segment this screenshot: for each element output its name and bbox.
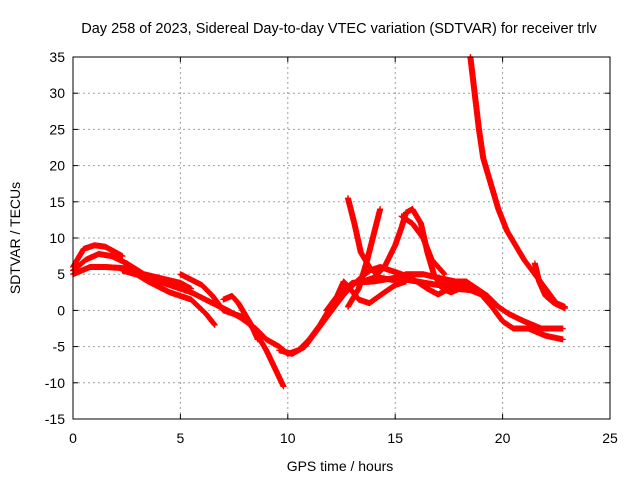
series-track-10 [344,206,384,310]
plot-frame [72,56,611,420]
x-tick-label: 10 [280,430,296,446]
series-track-12 [398,213,448,278]
series-track-15 [531,260,568,312]
x-axis-ticks: 0 5 10 15 20 25 [69,57,618,446]
x-tick-label: 25 [602,430,618,446]
x-tick-label: 5 [177,430,185,446]
x-tick-label: 20 [495,430,511,446]
y-tick-label: 0 [57,302,65,318]
data-point [559,325,566,332]
x-axis-label: GPS time / hours [287,458,394,474]
x-tick-label: 15 [387,430,403,446]
y-tick-label: -10 [45,375,65,391]
y-tick-label: -15 [45,411,65,427]
data-point [402,278,409,285]
data-point [254,336,261,343]
grid-lines [73,57,610,419]
data-point [377,206,384,213]
data-point [559,336,566,343]
y-tick-label: 15 [49,194,65,210]
series-track-13 [452,285,566,343]
data-series [70,54,568,390]
series-track-14 [467,54,568,310]
data-point [211,321,218,328]
y-tick-label: 5 [57,266,65,282]
series-track-1 [70,242,126,270]
data-point [441,271,448,278]
x-tick-label: 0 [69,430,77,446]
y-tick-label: 10 [49,230,65,246]
y-axis-label: SDTVAR / TECUs [7,182,23,294]
y-tick-label: 35 [49,49,65,65]
data-point [280,383,287,390]
y-axis-ticks: -15 -10 -5 0 5 10 15 20 25 30 35 [45,49,610,427]
series-track-6 [220,292,261,343]
data-point [561,305,568,312]
chart-title: Day 258 of 2023, Sidereal Day-to-day VTE… [81,21,597,37]
y-tick-label: 30 [49,85,65,101]
y-tick-label: 25 [49,121,65,137]
y-tick-label: 20 [49,158,65,174]
y-tick-label: -5 [53,339,66,355]
